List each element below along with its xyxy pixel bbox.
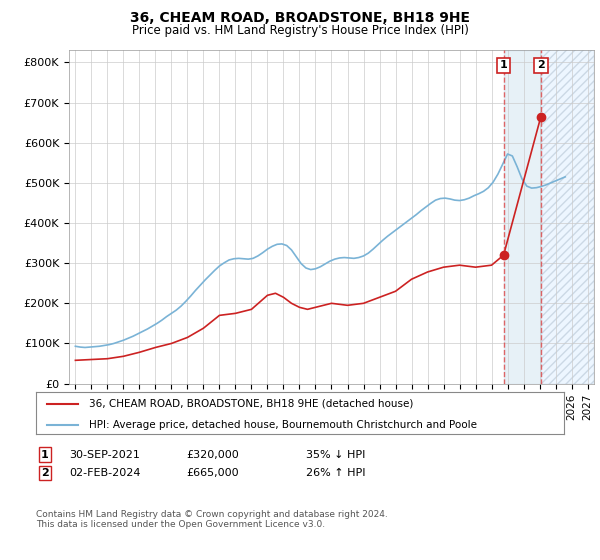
Bar [541,50,594,384]
Text: 30-SEP-2021: 30-SEP-2021 [69,450,140,460]
Text: £665,000: £665,000 [186,468,239,478]
Text: 1: 1 [500,60,508,71]
Text: 2: 2 [537,60,545,71]
Bar [541,50,594,384]
Text: HPI: Average price, detached house, Bournemouth Christchurch and Poole: HPI: Average price, detached house, Bour… [89,420,477,430]
Bar [503,50,541,384]
Text: 26% ↑ HPI: 26% ↑ HPI [306,468,365,478]
Text: 2: 2 [41,468,49,478]
Text: 02-FEB-2024: 02-FEB-2024 [69,468,140,478]
Text: Price paid vs. HM Land Registry's House Price Index (HPI): Price paid vs. HM Land Registry's House … [131,24,469,37]
Text: 1: 1 [41,450,49,460]
Text: 35% ↓ HPI: 35% ↓ HPI [306,450,365,460]
Text: £320,000: £320,000 [186,450,239,460]
Text: 36, CHEAM ROAD, BROADSTONE, BH18 9HE: 36, CHEAM ROAD, BROADSTONE, BH18 9HE [130,11,470,25]
Text: Contains HM Land Registry data © Crown copyright and database right 2024.
This d: Contains HM Land Registry data © Crown c… [36,510,388,529]
Text: 36, CHEAM ROAD, BROADSTONE, BH18 9HE (detached house): 36, CHEAM ROAD, BROADSTONE, BH18 9HE (de… [89,399,413,409]
